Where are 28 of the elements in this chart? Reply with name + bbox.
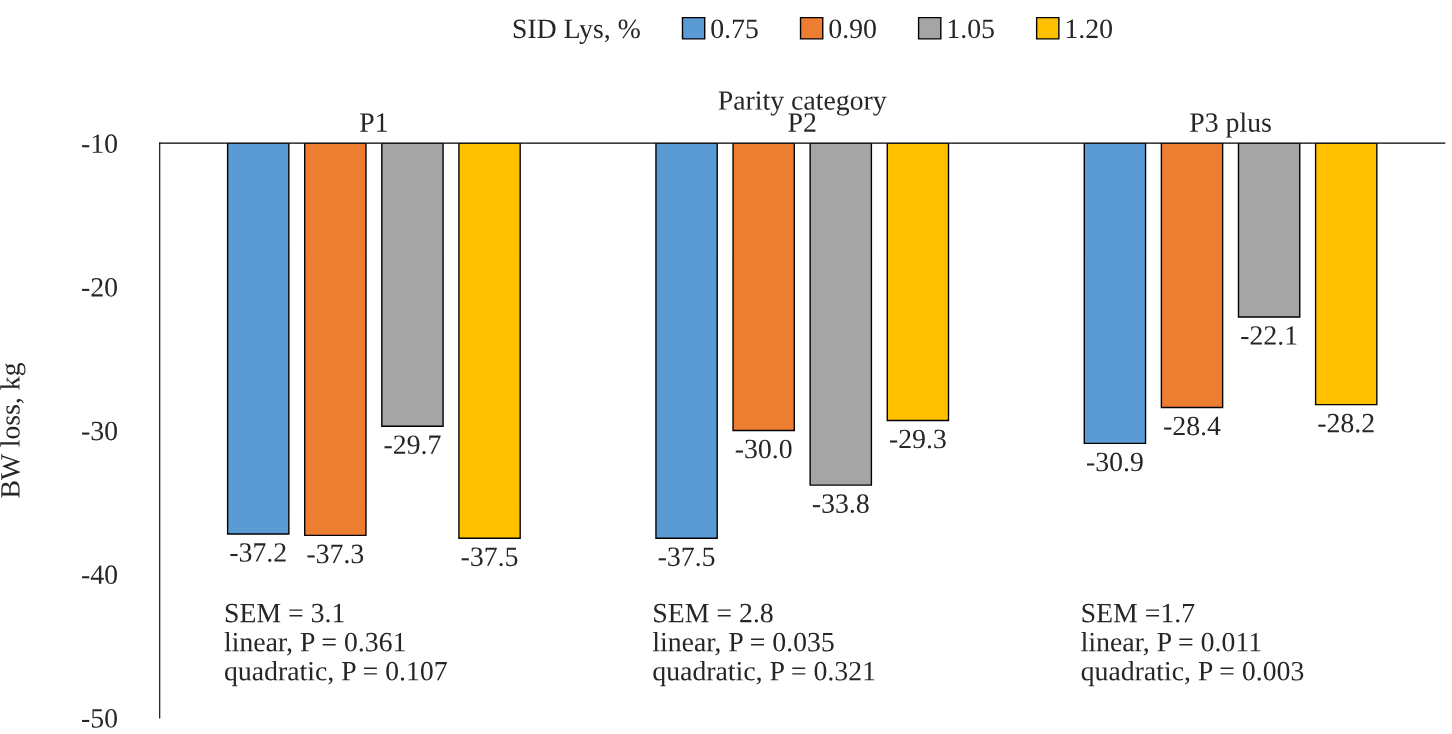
- data-label: -33.8: [812, 494, 869, 514]
- y-tick-label: -10: [82, 134, 117, 154]
- legend-title: SID Lys, %: [513, 19, 640, 44]
- legend-label: 1.20: [1066, 19, 1112, 39]
- data-label: -29.3: [889, 429, 946, 449]
- data-label: -28.4: [1164, 416, 1221, 436]
- data-label: -29.7: [384, 435, 441, 455]
- y-tick-label: -30: [82, 421, 117, 441]
- y-tick-label: -20: [82, 277, 117, 297]
- y-tick-label: -50: [82, 709, 117, 728]
- data-label: -30.9: [1087, 452, 1143, 472]
- data-label: -37.5: [658, 547, 715, 567]
- legend-label: 0.90: [829, 19, 876, 39]
- data-label: -22.1: [1241, 326, 1297, 345]
- x-tick-label: P3 plus: [1190, 112, 1271, 138]
- data-label: -28.2: [1318, 413, 1374, 433]
- annotation: SEM =1.7 linear, P = 0.011 quadratic, P = 0.003: [1081, 603, 1304, 687]
- legend-label: 0.75: [711, 19, 758, 39]
- y-tick-label: -40: [82, 565, 117, 585]
- data-label: -30.0: [735, 439, 792, 459]
- legend-label: 1.05: [948, 19, 994, 39]
- data-label: -37.5: [461, 547, 518, 567]
- data-label: -37.2: [230, 543, 286, 562]
- data-label: -37.3: [307, 544, 364, 564]
- annotation: SEM = 2.8 linear, P = 0.035 quadratic, P = 0.321: [652, 603, 875, 687]
- y-axis-title: BW loss, kg: [0, 362, 26, 498]
- annotation: SEM = 3.1 linear, P = 0.361 quadratic, P = 0.107: [224, 603, 447, 687]
- x-tick-label: P1: [360, 113, 387, 132]
